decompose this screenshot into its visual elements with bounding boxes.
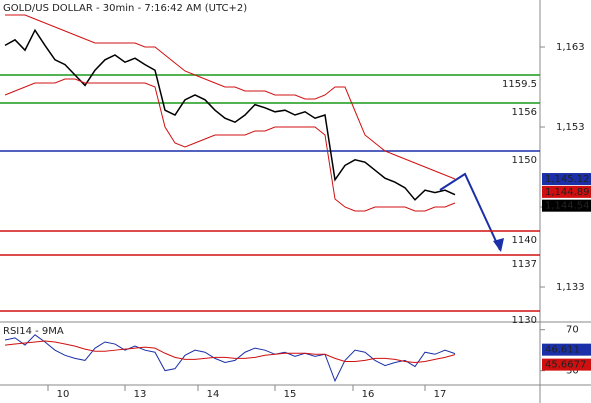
series-line: [5, 14, 456, 180]
rsi-tag-label: 46.611: [545, 345, 580, 356]
x-tick-label: 15: [284, 389, 297, 400]
series-line: [4, 28, 456, 201]
rsi-tag: [542, 358, 591, 371]
level-label: 1156: [512, 107, 537, 118]
price-tag-label: 1,145.12: [545, 174, 590, 185]
series-line: [4, 340, 456, 363]
level-label: 1150: [512, 155, 537, 166]
rsi-tick-label: 30: [566, 366, 579, 377]
x-tick-label: 10: [57, 389, 70, 400]
price-tag: [542, 173, 591, 186]
x-tick-label: 16: [362, 389, 375, 400]
price-tag: [542, 185, 591, 198]
arrow-head: [493, 238, 504, 252]
projection-arrow: [439, 172, 501, 251]
rsi-tag-label: 45.6677: [545, 360, 586, 371]
rsi-title: RSI14 - 9MA: [3, 326, 64, 337]
level-label: 1130: [512, 315, 537, 326]
y-tick-label: 1,133: [556, 282, 585, 293]
series-line: [4, 334, 456, 383]
y-tick-label: 1,153: [556, 122, 585, 133]
x-tick-label: 14: [207, 389, 220, 400]
y-tick-label: 1,163: [556, 42, 585, 53]
price-tag-label: 1,144.54: [545, 201, 590, 212]
level-label: 1159.5: [502, 79, 537, 90]
x-tick-label: 17: [434, 389, 447, 400]
level-label: 1137: [512, 259, 537, 270]
rsi-tag: [542, 343, 591, 356]
level-label: 1140: [512, 235, 537, 246]
rsi-tick-label: 70: [566, 325, 579, 336]
price-tag: [542, 199, 591, 212]
x-tick-label: 13: [134, 389, 147, 400]
price-tag-label: 1,144.89: [545, 187, 590, 198]
chart-title: GOLD/US DOLLAR - 30min - 7:16:42 AM (UTC…: [3, 3, 247, 14]
series-line: [4, 78, 456, 212]
